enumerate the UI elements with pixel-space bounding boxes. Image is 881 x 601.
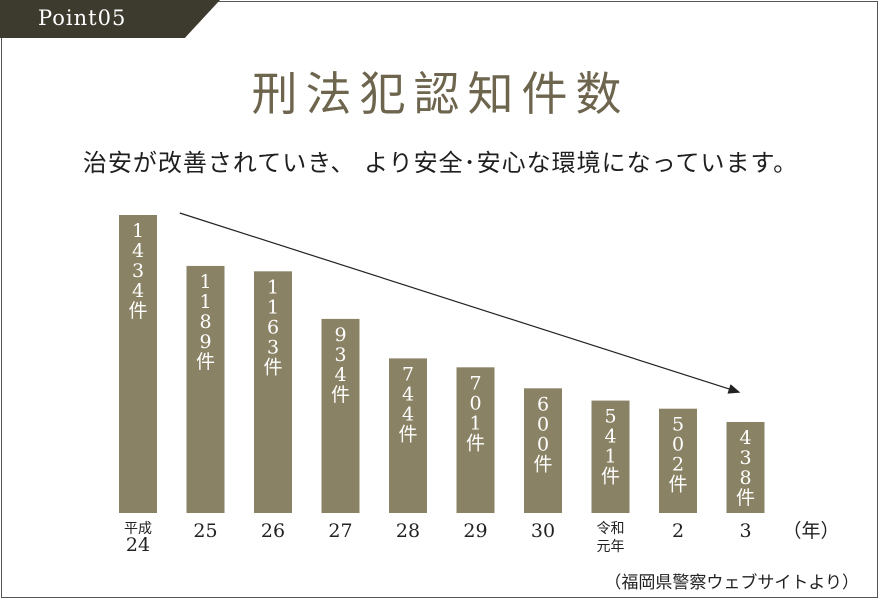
bar-value-label-1: 件 — [196, 351, 215, 373]
tick-label-6: 30 — [531, 520, 555, 542]
bar-value-label-5: 1 — [469, 412, 481, 434]
point-label: Point — [38, 6, 98, 30]
bar-value-label-3: 4 — [334, 364, 346, 386]
tick-label-2: 26 — [261, 520, 285, 542]
tick-label-7: 令和 — [597, 521, 625, 537]
bar-1 — [186, 265, 225, 513]
bar-value-label-6: 0 — [537, 433, 549, 455]
bar-5 — [456, 367, 495, 513]
bar-value-label-7: 5 — [604, 406, 616, 428]
tick-label-0: 24 — [126, 534, 150, 556]
source-note: （福岡県警察ウェブサイトより） — [604, 573, 859, 593]
bar-value-label-1: 9 — [199, 331, 211, 353]
bar-value-label-5: 7 — [469, 372, 481, 394]
bar-value-label-2: 3 — [267, 336, 279, 358]
bar-value-label-8: 件 — [668, 474, 687, 496]
bar-9 — [726, 421, 765, 513]
bar-value-label-4: 4 — [402, 403, 414, 425]
bar-value-label-4: 4 — [402, 383, 414, 405]
bar-value-label-8: 2 — [672, 454, 684, 476]
bar-value-label-6: 件 — [533, 453, 552, 475]
bar-value-label-9: 件 — [736, 487, 755, 509]
bar-value-label-7: 4 — [604, 426, 616, 448]
bar-value-label-2: 1 — [267, 276, 279, 298]
bar-value-label-8: 5 — [672, 414, 684, 436]
bar-3 — [321, 318, 360, 513]
bar-2 — [254, 271, 292, 513]
point-badge — [0, 0, 220, 38]
trend-arrow — [179, 212, 741, 394]
bar-value-label-5: 0 — [469, 392, 481, 414]
point-number: 05 — [97, 6, 127, 30]
bar-value-label-0: 4 — [132, 240, 144, 262]
bar-value-label-6: 0 — [537, 413, 549, 435]
bar-6 — [524, 388, 562, 513]
bar-value-label-9: 3 — [739, 447, 751, 469]
x-unit-label: （年） — [783, 520, 840, 542]
bar-value-label-2: 1 — [267, 296, 279, 318]
bar-value-label-4: 件 — [398, 423, 417, 445]
chart-title: 刑法犯認知件数 — [251, 67, 630, 121]
tick-label-3: 27 — [328, 520, 352, 542]
bar-4 — [389, 358, 427, 513]
bar-value-label-1: 1 — [199, 291, 211, 313]
bar-value-label-3: 件 — [331, 384, 350, 406]
bar-value-label-9: 8 — [739, 467, 751, 489]
bar-value-label-1: 8 — [199, 311, 211, 333]
bar-value-label-6: 6 — [537, 393, 549, 415]
tick-label-9: 3 — [739, 520, 751, 542]
chart-subtitle: 治安が改善されていき、 より安全･安心な環境になっています。 — [82, 149, 799, 177]
bar-value-label-3: 9 — [334, 324, 346, 346]
tick-label-1: 25 — [193, 520, 217, 542]
bar-8 — [659, 408, 697, 513]
bar-value-label-5: 件 — [466, 432, 485, 454]
bar-value-label-2: 6 — [267, 316, 279, 338]
bar-value-label-9: 4 — [739, 427, 751, 449]
bar-7 — [591, 400, 630, 513]
bar-value-label-0: 4 — [132, 280, 144, 302]
bar-value-label-0: 3 — [132, 260, 144, 282]
bar-value-label-2: 件 — [263, 356, 282, 378]
tick-label-4: 28 — [396, 520, 420, 542]
bar-value-label-3: 3 — [334, 344, 346, 366]
bar-value-label-7: 件 — [601, 466, 620, 488]
tick-label-0: 平成 — [124, 521, 152, 537]
point-badge-text: Point05 — [38, 6, 126, 30]
tick-label-8: 2 — [672, 520, 684, 542]
bar-value-label-0: 1 — [132, 220, 144, 242]
tick-label-7: 元年 — [597, 539, 625, 555]
bar-value-label-7: 1 — [604, 446, 616, 468]
tick-label-5: 29 — [463, 520, 487, 542]
bar-value-label-8: 0 — [672, 434, 684, 456]
bar-value-label-1: 1 — [199, 271, 211, 293]
bar-value-label-0: 件 — [128, 300, 147, 322]
bar-0 — [119, 215, 157, 513]
bar-value-label-4: 7 — [402, 363, 414, 385]
